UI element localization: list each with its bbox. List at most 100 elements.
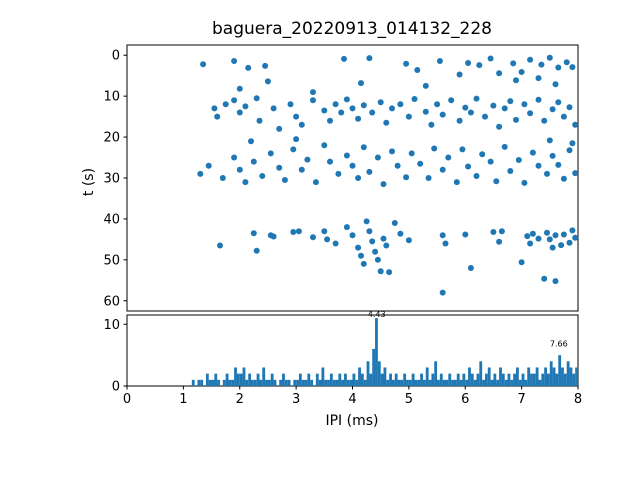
scatter-point bbox=[270, 105, 277, 112]
hist-bar bbox=[228, 379, 232, 386]
scatter-point bbox=[245, 64, 252, 71]
scatter-point bbox=[417, 160, 424, 167]
scatter-point bbox=[264, 78, 271, 85]
y-tick-label: 40 bbox=[103, 212, 120, 227]
x-tick-label: 1 bbox=[179, 392, 187, 407]
scatter-point bbox=[377, 268, 384, 275]
scatter-point bbox=[349, 232, 356, 239]
scatter-point bbox=[569, 140, 576, 147]
scatter-point bbox=[397, 230, 404, 237]
scatter-point bbox=[341, 55, 347, 62]
hist-bar bbox=[510, 379, 514, 386]
scatter-point bbox=[442, 240, 449, 247]
hist-bar bbox=[380, 373, 384, 386]
scatter-point bbox=[355, 175, 362, 181]
scatter-point bbox=[360, 102, 367, 109]
hist-bar bbox=[262, 367, 266, 386]
hist-bar bbox=[304, 379, 308, 386]
hist-bar bbox=[541, 373, 545, 386]
hist-bar bbox=[197, 379, 201, 386]
scatter-point bbox=[546, 137, 553, 144]
x-tick-label: 7 bbox=[517, 392, 525, 407]
scatter-point bbox=[479, 151, 486, 158]
scatter-point bbox=[217, 242, 223, 249]
scatter-point bbox=[405, 237, 412, 244]
scatter-point bbox=[465, 163, 472, 170]
scatter-point bbox=[513, 116, 519, 123]
scatter-point bbox=[544, 229, 550, 236]
hist-bar bbox=[403, 373, 407, 386]
scatter-point bbox=[363, 218, 370, 225]
scatter-point bbox=[335, 170, 342, 177]
hist-bar bbox=[437, 379, 440, 386]
hist-bar bbox=[479, 361, 483, 386]
scatter-point bbox=[369, 109, 376, 116]
peak-annotation: 4.43 bbox=[368, 310, 386, 319]
scatter-point bbox=[394, 162, 401, 169]
hist-bar bbox=[321, 367, 325, 386]
scatter-point bbox=[403, 60, 410, 67]
hist-bar bbox=[513, 373, 516, 386]
scatter-point bbox=[456, 71, 463, 78]
scatter-point bbox=[214, 113, 221, 120]
hist-bar bbox=[236, 373, 240, 386]
scatter-point bbox=[324, 236, 331, 243]
hist-bar bbox=[386, 379, 390, 386]
scatter-point bbox=[510, 60, 517, 67]
scatter-point bbox=[558, 242, 565, 249]
scatter-point bbox=[439, 166, 446, 173]
scatter-point bbox=[222, 101, 229, 108]
scatter-point bbox=[496, 238, 503, 245]
scatter-point bbox=[473, 173, 480, 179]
hist-bar bbox=[191, 379, 195, 386]
scatter-point bbox=[496, 123, 503, 130]
scatter-point bbox=[366, 228, 373, 235]
y-tick-label: 0 bbox=[112, 49, 120, 64]
hist-bar bbox=[324, 379, 328, 386]
hist-bar bbox=[369, 373, 373, 386]
scatter-point bbox=[467, 265, 474, 271]
hist-bar bbox=[284, 379, 288, 386]
scatter-point bbox=[524, 233, 531, 240]
scatter-point bbox=[327, 117, 333, 124]
scatter-point bbox=[405, 113, 412, 120]
scatter-point bbox=[349, 162, 356, 169]
hist-bar bbox=[372, 348, 376, 386]
histogram-annotations: 4.43 7.66 bbox=[368, 310, 568, 349]
scatter-point bbox=[360, 144, 367, 151]
histogram-xaxis-ticks: 0 1 2 3 4 5 6 7 8 bbox=[123, 386, 582, 407]
hist-bar bbox=[496, 379, 500, 386]
scatter-point bbox=[434, 101, 441, 108]
hist-bar bbox=[572, 373, 576, 386]
hist-bar bbox=[389, 373, 392, 386]
peak-annotation: 7.66 bbox=[550, 340, 568, 349]
scatter-point bbox=[439, 289, 446, 296]
scatter-point bbox=[538, 61, 545, 68]
y-tick-label: 60 bbox=[103, 294, 120, 309]
hist-bar bbox=[521, 373, 525, 386]
scatter-point bbox=[321, 142, 328, 149]
scatter-point bbox=[515, 157, 522, 163]
hist-bar bbox=[544, 367, 547, 386]
scatter-point bbox=[411, 96, 418, 102]
y-tick-label: 20 bbox=[103, 131, 120, 146]
hist-bar bbox=[239, 373, 243, 386]
scatter-point bbox=[231, 154, 238, 161]
scatter-point bbox=[397, 101, 404, 108]
hist-bar bbox=[406, 379, 409, 386]
scatter-point bbox=[572, 121, 579, 128]
hist-bar bbox=[349, 379, 353, 386]
hist-bar bbox=[468, 367, 471, 386]
hist-bar bbox=[231, 379, 235, 386]
hist-bar bbox=[355, 379, 359, 386]
scatter-point bbox=[343, 224, 350, 231]
hist-bar bbox=[318, 379, 322, 386]
hist-bar bbox=[546, 373, 550, 386]
scatter-point bbox=[391, 220, 398, 226]
scatter-point bbox=[572, 234, 579, 241]
hist-bar bbox=[298, 373, 302, 386]
hist-bar bbox=[462, 373, 466, 386]
hist-bar bbox=[265, 379, 268, 386]
hist-bar bbox=[352, 373, 356, 386]
